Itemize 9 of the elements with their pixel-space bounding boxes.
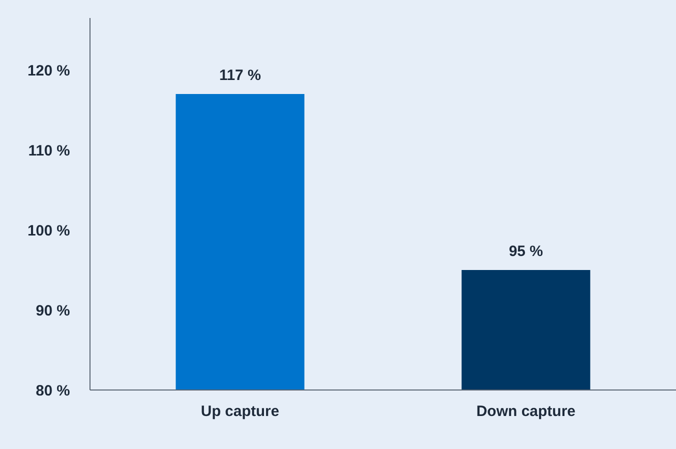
- y-tick-label: 80 %: [36, 382, 70, 400]
- x-tick-label: Down capture: [476, 403, 576, 420]
- y-tick-label: 110 %: [28, 142, 70, 160]
- data-label: 95 %: [508, 243, 544, 260]
- y-tick-label: 90 %: [36, 302, 70, 320]
- y-tick-label: 100 %: [27, 222, 70, 240]
- x-tick-label: Up capture: [200, 403, 280, 420]
- data-label: 117 %: [219, 67, 261, 84]
- y-tick-label: 120 %: [27, 62, 70, 80]
